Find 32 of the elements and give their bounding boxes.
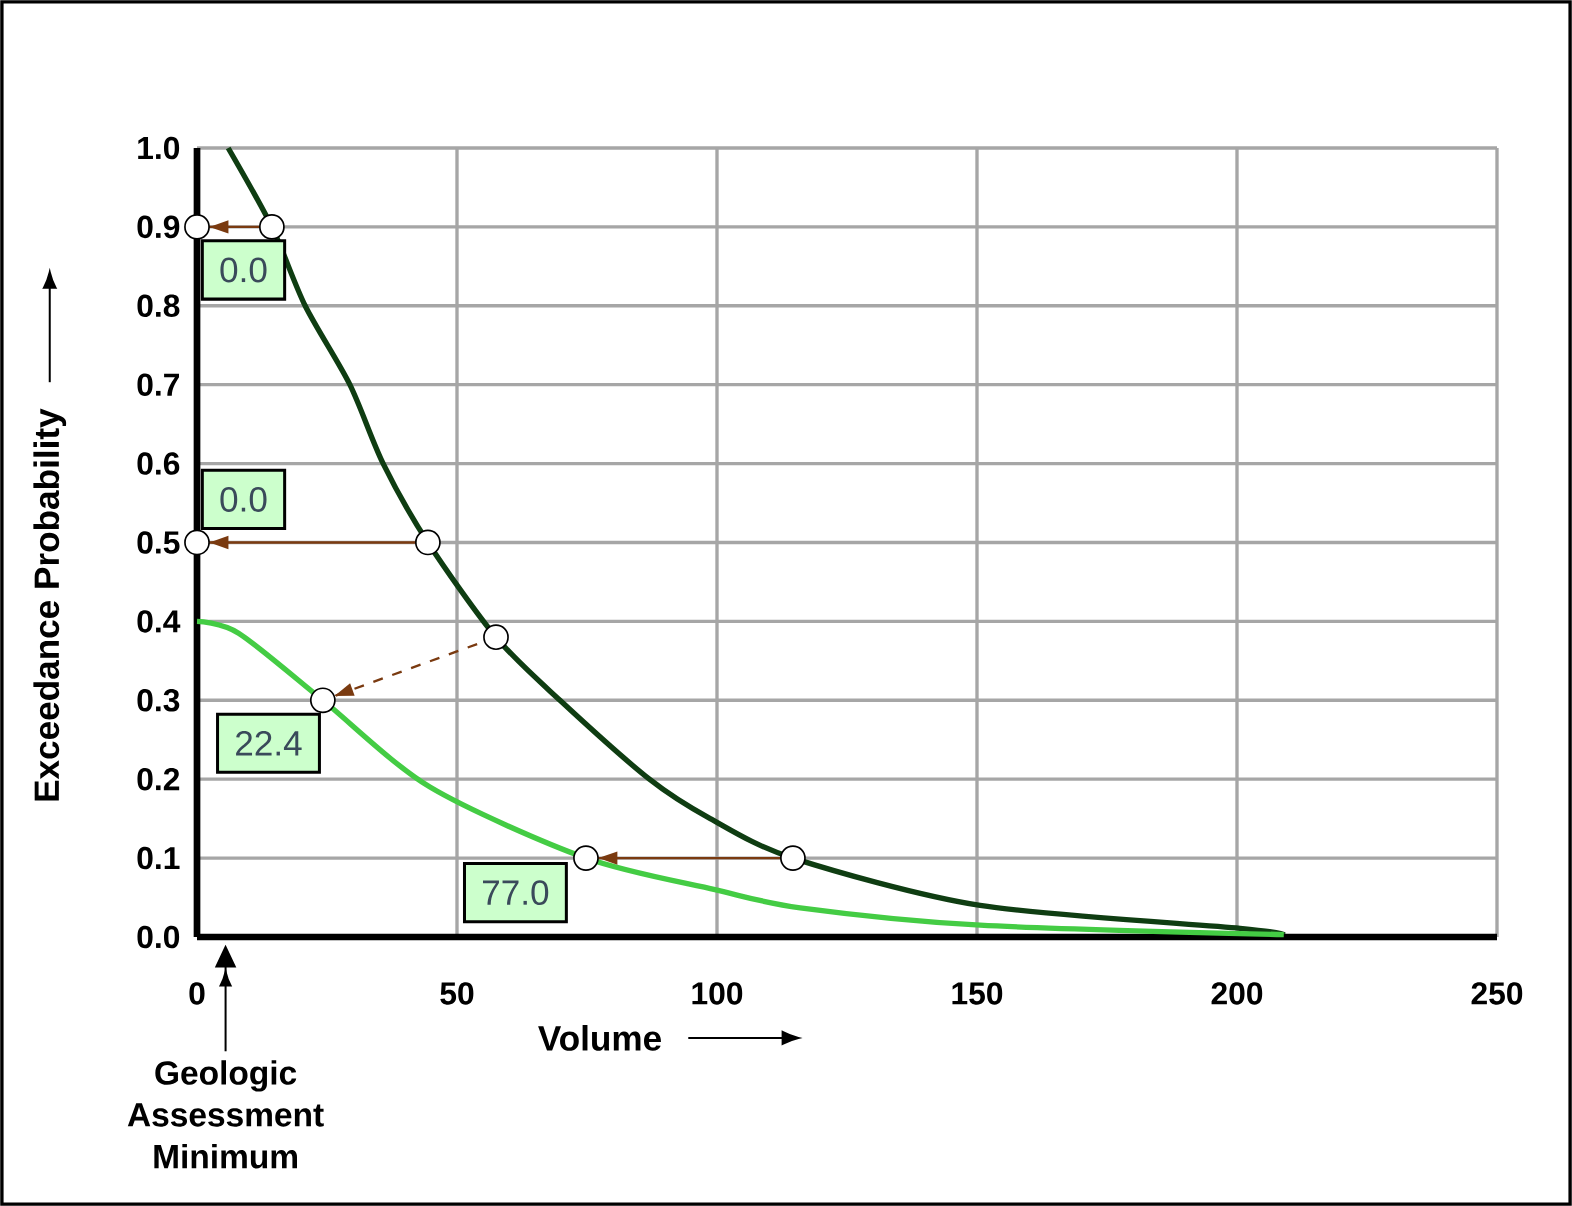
x-tick-label: 0 — [189, 982, 205, 1005]
text: Geologic Assessment Minimum — [127, 1060, 324, 1169]
point — [483, 624, 509, 651]
annotation: 22.4 — [236, 730, 302, 756]
annotation: 0.0 — [220, 257, 267, 283]
y-tick-label: 0.8 — [137, 294, 180, 318]
point — [780, 845, 806, 871]
x-tick-label: 50 — [440, 982, 474, 1005]
y-tick-label: 0.5 — [137, 531, 180, 554]
point — [414, 529, 441, 556]
y-tick-label: 0.1 — [137, 846, 180, 870]
annotation: 77.0 — [483, 880, 549, 906]
y-tick-label: 0.4 — [137, 610, 181, 633]
y-tick-label: 0.3 — [137, 689, 180, 712]
y-tick-label: 0.7 — [137, 373, 179, 396]
y-tick-label: 0.9 — [137, 215, 180, 239]
point — [309, 687, 336, 714]
y-tick-label: 0.6 — [137, 452, 180, 475]
y-tick-label: 0.2 — [137, 767, 180, 791]
x-tick-label: 200 — [1211, 982, 1263, 1005]
point — [573, 845, 599, 871]
point — [184, 214, 210, 240]
y-tick-label: 0.0 — [137, 925, 180, 949]
point — [184, 529, 210, 556]
point — [258, 214, 285, 240]
x-tick-label: 250 — [1471, 982, 1523, 1005]
x-axis-title: Volume — [538, 1025, 661, 1051]
y-axis-title: Exceedance Probability — [33, 408, 67, 801]
annotation: 0.0 — [220, 487, 267, 512]
x-tick-label: 100 — [692, 982, 743, 1005]
x-tick-label: 150 — [952, 982, 1003, 1005]
y-tick-label: 1.0 — [138, 136, 180, 160]
